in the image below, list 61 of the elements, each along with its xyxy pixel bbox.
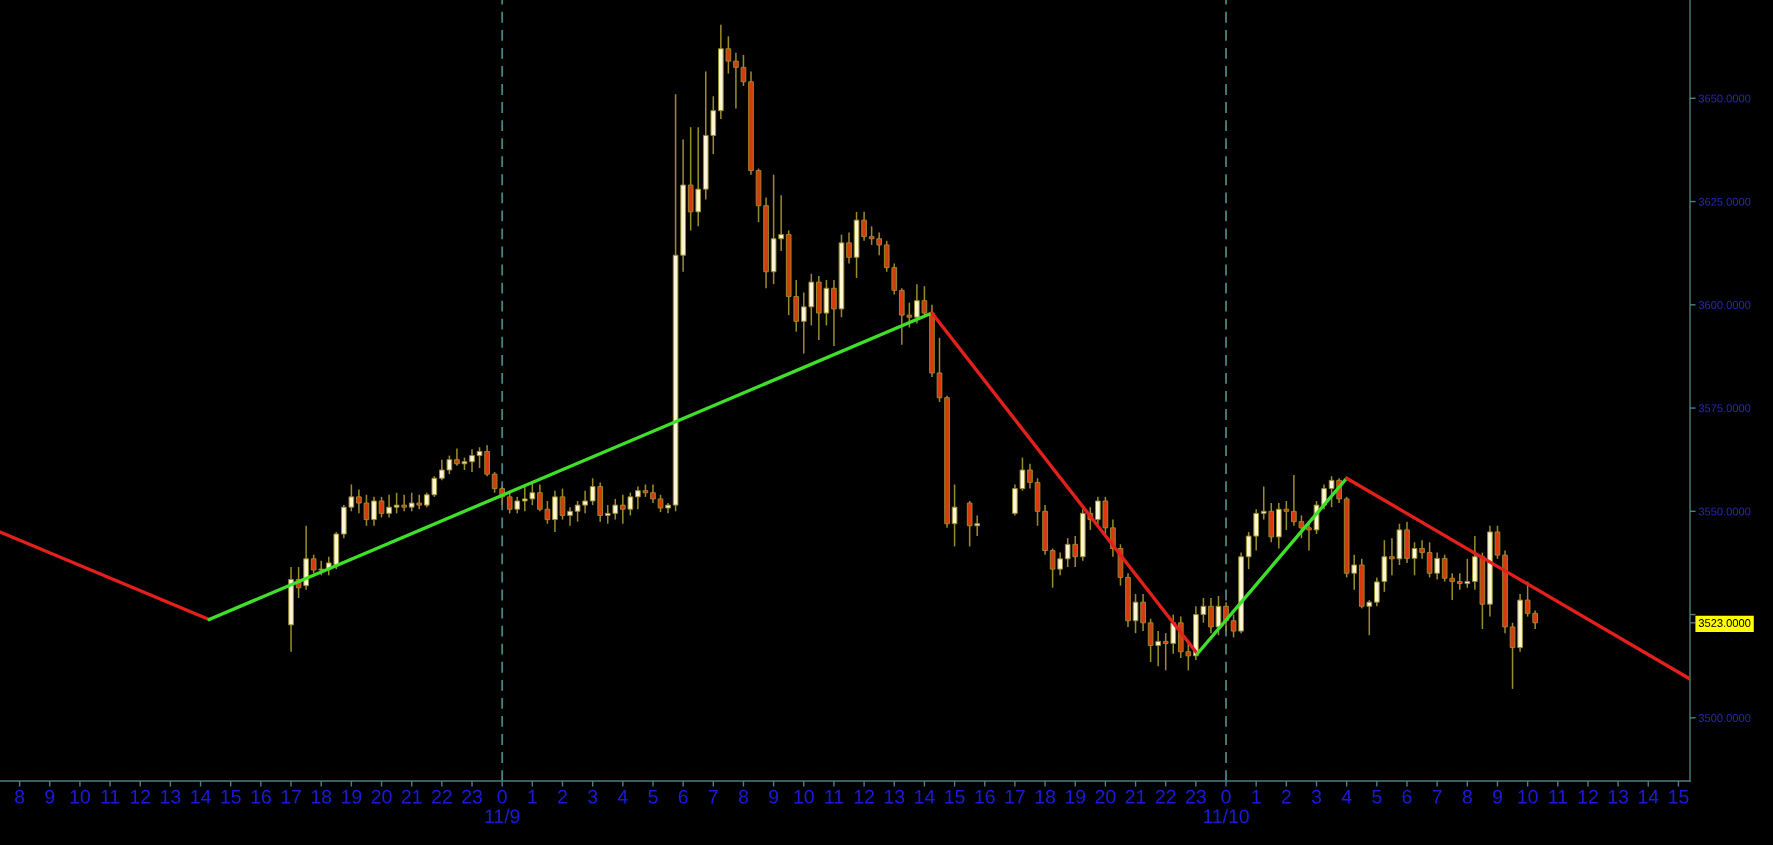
- x-tick-label: 17: [1005, 790, 1025, 804]
- x-tick-label: 20: [371, 789, 392, 804]
- x-tick-label: 8: [15, 789, 25, 804]
- x-tick-label: 13: [884, 789, 905, 804]
- x-tick-label: 14: [1638, 790, 1659, 804]
- x-tick-label: 5: [648, 790, 658, 804]
- x-tick-label: 23: [462, 789, 482, 804]
- x-tick-label: 4: [1341, 790, 1352, 804]
- x-tick-label: 12: [1578, 789, 1598, 804]
- y-tick-label: 3600.0000: [1698, 301, 1751, 309]
- y-tick-label: 3550.0000: [1698, 507, 1751, 516]
- y-tick-label: 3500.0000: [1698, 714, 1751, 722]
- y-tick-label: 3625.0000: [1698, 197, 1751, 206]
- x-tick-label: 11: [101, 790, 120, 804]
- x-tick-label: 15: [221, 790, 241, 804]
- x-tick-label: 11: [825, 790, 844, 804]
- x-tick-label: 10: [1518, 789, 1538, 804]
- x-tick-label: 0 11/9: [485, 789, 520, 824]
- x-tick-label: 18: [1035, 789, 1056, 804]
- x-tick-label: 7: [1432, 790, 1442, 804]
- x-tick-label: 9: [1492, 789, 1502, 804]
- y-tick-label: 3523.0000: [1698, 619, 1751, 627]
- x-tick-label: 6: [678, 789, 688, 804]
- x-tick-label: 17: [281, 790, 301, 804]
- x-tick-label: 16: [975, 789, 995, 804]
- x-tick-label: 8: [738, 789, 749, 804]
- x-tick-label: 4: [617, 790, 628, 804]
- x-tick-label: 10: [70, 789, 90, 804]
- x-tick-label: 19: [342, 789, 362, 804]
- x-tick-label: 15: [1669, 790, 1689, 804]
- x-tick-label: 2: [1281, 789, 1291, 804]
- x-tick-label: 22: [1155, 789, 1176, 804]
- x-tick-label: 21: [1125, 789, 1146, 804]
- x-tick-label: 3: [1311, 789, 1322, 804]
- x-tick-label: 13: [1608, 789, 1629, 804]
- y-tick-label: 3650.0000: [1698, 94, 1751, 103]
- x-tick-label: 16: [251, 789, 271, 804]
- x-tick-label: 20: [1095, 789, 1116, 804]
- x-tick-label: 14: [915, 790, 935, 804]
- x-tick-label: 7: [708, 790, 718, 804]
- x-tick-label: 6: [1402, 789, 1412, 804]
- x-tick-label: 15: [945, 790, 965, 804]
- x-tick-label: 14: [191, 790, 211, 804]
- x-tick-label: 8: [1462, 789, 1472, 804]
- x-tick-label: 12: [130, 789, 151, 804]
- x-tick-label: 9: [45, 789, 55, 804]
- x-tick-label: 18: [311, 789, 332, 804]
- y-tick-label: 3575.0000: [1698, 404, 1751, 413]
- x-tick-label: 2: [558, 789, 567, 804]
- x-tick-label: 3: [587, 789, 598, 804]
- x-tick-label: 1: [1252, 790, 1261, 804]
- x-tick-label: 1: [528, 790, 537, 804]
- x-tick-label: 19: [1065, 789, 1086, 804]
- x-tick-label: 10: [794, 789, 814, 804]
- x-tick-label: 11: [1549, 790, 1567, 804]
- x-tick-label: 12: [854, 789, 874, 804]
- x-tick-label: 13: [161, 789, 181, 804]
- x-tick-label: 9: [769, 789, 779, 804]
- x-tick-label: 22: [432, 789, 452, 804]
- x-tick-label: 5: [1372, 790, 1382, 804]
- x-tick-label: 21: [401, 789, 422, 804]
